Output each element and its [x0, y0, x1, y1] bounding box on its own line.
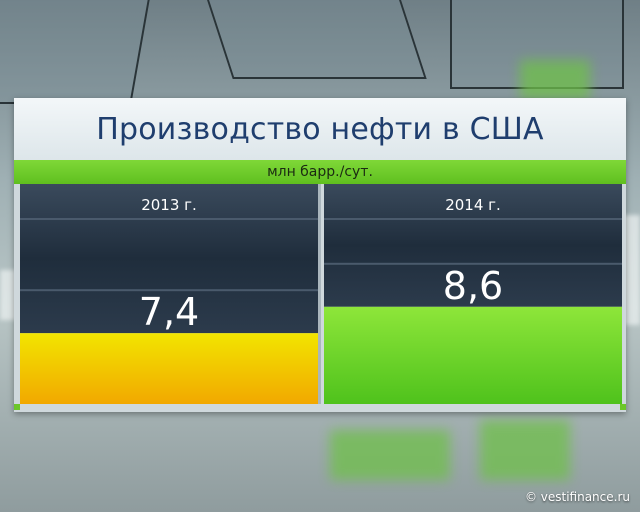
column-band-line: [324, 218, 622, 220]
bar: [324, 307, 622, 404]
background-green-block: [330, 430, 450, 480]
unit-label: млн барр./сут.: [267, 164, 373, 180]
chart-panel: Производство нефти в США млн барр./сут. …: [14, 98, 626, 412]
column-band-line: [20, 218, 318, 220]
credit-text: © vestifinance.ru: [525, 490, 630, 504]
bar-chart: 2013 г. 7,4 2014 г. 8,6: [14, 184, 626, 412]
column-divider: [318, 184, 321, 404]
category-label: 2014 г.: [445, 196, 501, 214]
value-label: 8,6: [443, 264, 503, 308]
background-green-block: [520, 60, 590, 100]
corner-marker: [620, 404, 626, 410]
category-label: 2013 г.: [141, 196, 197, 214]
corner-marker: [14, 404, 20, 410]
background-cube: [0, 0, 157, 104]
value-label: 7,4: [139, 290, 199, 334]
chart-area: 2013 г. 7,4 2014 г. 8,6: [14, 184, 626, 412]
unit-bar: млн барр./сут.: [14, 160, 626, 184]
background-green-block: [480, 420, 570, 480]
bar: [20, 333, 318, 404]
background-cube: [197, 0, 426, 79]
title-bar: Производство нефти в США: [14, 98, 626, 160]
chart-title: Производство нефти в США: [96, 112, 544, 147]
